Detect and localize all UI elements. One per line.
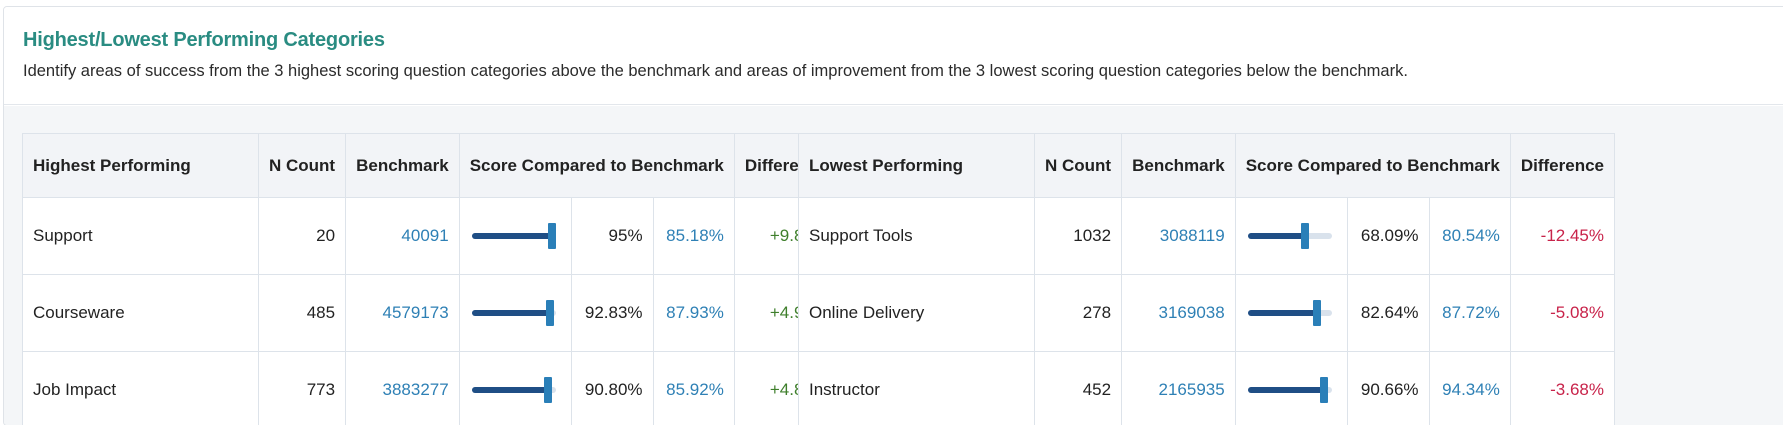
panel-body: Highest Performing N Count Benchmark Sco… (4, 106, 1783, 425)
benchmark-marker (543, 377, 552, 403)
benchmark-marker (1300, 223, 1309, 249)
benchmark-marker (547, 223, 556, 249)
n-count: 1032 (1033, 197, 1123, 275)
column-header-benchmark[interactable]: Benchmark (345, 133, 460, 198)
benchmark-score: 80.54% (1428, 197, 1511, 275)
table-row: Support 20 40091 95% 85.18% +9.82% (22, 197, 839, 275)
difference-value: -5.08% (1509, 274, 1615, 352)
score-bar-cell (1234, 197, 1349, 275)
category-name: Support Tools (798, 197, 1035, 275)
score-bar-fill (471, 310, 550, 316)
performance-panel: Highest/Lowest Performing Categories Ide… (3, 6, 1783, 425)
score-bar (1247, 377, 1332, 403)
score-bar-cell (1234, 274, 1349, 352)
benchmark-score: 85.92% (652, 351, 735, 425)
category-name: Online Delivery (798, 274, 1035, 352)
score-bar-cell (458, 351, 573, 425)
column-header-benchmark[interactable]: Benchmark (1121, 133, 1236, 198)
score-bar (1247, 223, 1332, 249)
table-header-row: Lowest Performing N Count Benchmark Scor… (798, 133, 1615, 198)
score-value: 90.66% (1347, 351, 1430, 425)
benchmark-link[interactable]: 4579173 (345, 274, 460, 352)
score-bar-fill (471, 233, 552, 239)
difference-value: -12.45% (1509, 197, 1615, 275)
benchmark-link[interactable]: 2165935 (1121, 351, 1236, 425)
column-header-n-count[interactable]: N Count (257, 133, 347, 198)
category-name: Courseware (22, 274, 259, 352)
column-header-score[interactable]: Score Compared to Benchmark (458, 133, 735, 198)
column-header-score[interactable]: Score Compared to Benchmark (1234, 133, 1511, 198)
difference-value: -3.68% (1509, 351, 1615, 425)
benchmark-link[interactable]: 3883277 (345, 351, 460, 425)
n-count: 485 (257, 274, 347, 352)
panel-title: Highest/Lowest Performing Categories (23, 29, 385, 51)
n-count: 20 (257, 197, 347, 275)
benchmark-marker (1313, 300, 1322, 326)
score-bar (1247, 300, 1332, 326)
panel-header: Highest/Lowest Performing Categories Ide… (4, 7, 1783, 105)
score-value: 82.64% (1347, 274, 1430, 352)
table-header-row: Highest Performing N Count Benchmark Sco… (22, 133, 839, 198)
lowest-performing-table: Lowest Performing N Count Benchmark Scor… (798, 133, 1615, 425)
column-header-category[interactable]: Highest Performing (22, 133, 259, 198)
score-bar-fill (1247, 310, 1318, 316)
score-bar (471, 300, 556, 326)
benchmark-score: 87.93% (652, 274, 735, 352)
column-header-category[interactable]: Lowest Performing (798, 133, 1035, 198)
benchmark-score: 94.34% (1428, 351, 1511, 425)
table-row: Courseware 485 4579173 92.83% 87.93% +4.… (22, 274, 839, 352)
benchmark-link[interactable]: 3169038 (1121, 274, 1236, 352)
score-value: 92.83% (571, 274, 654, 352)
category-name: Job Impact (22, 351, 259, 425)
table-row: Online Delivery 278 3169038 82.64% 87.72… (798, 274, 1615, 352)
score-value: 95% (571, 197, 654, 275)
benchmark-marker (545, 300, 554, 326)
score-bar-fill (471, 387, 548, 393)
score-value: 68.09% (1347, 197, 1430, 275)
table-row: Instructor 452 2165935 90.66% 94.34% -3.… (798, 351, 1615, 425)
category-name: Instructor (798, 351, 1035, 425)
n-count: 773 (257, 351, 347, 425)
column-header-difference[interactable]: Difference (1509, 133, 1615, 198)
table-row: Job Impact 773 3883277 90.80% 85.92% +4.… (22, 351, 839, 425)
benchmark-link[interactable]: 3088119 (1121, 197, 1236, 275)
benchmark-score: 85.18% (652, 197, 735, 275)
score-bar-cell (458, 274, 573, 352)
table-row: Support Tools 1032 3088119 68.09% 80.54%… (798, 197, 1615, 275)
score-bar-fill (1247, 387, 1324, 393)
benchmark-marker (1319, 377, 1328, 403)
benchmark-link[interactable]: 40091 (345, 197, 460, 275)
n-count: 278 (1033, 274, 1123, 352)
benchmark-score: 87.72% (1428, 274, 1511, 352)
score-bar-cell (1234, 351, 1349, 425)
score-bar-cell (458, 197, 573, 275)
panel-description: Identify areas of success from the 3 hig… (23, 62, 1408, 80)
score-bar (471, 377, 556, 403)
score-bar-fill (1247, 233, 1305, 239)
n-count: 452 (1033, 351, 1123, 425)
category-name: Support (22, 197, 259, 275)
score-bar (471, 223, 556, 249)
score-value: 90.80% (571, 351, 654, 425)
highest-performing-table: Highest Performing N Count Benchmark Sco… (22, 133, 839, 425)
column-header-n-count[interactable]: N Count (1033, 133, 1123, 198)
